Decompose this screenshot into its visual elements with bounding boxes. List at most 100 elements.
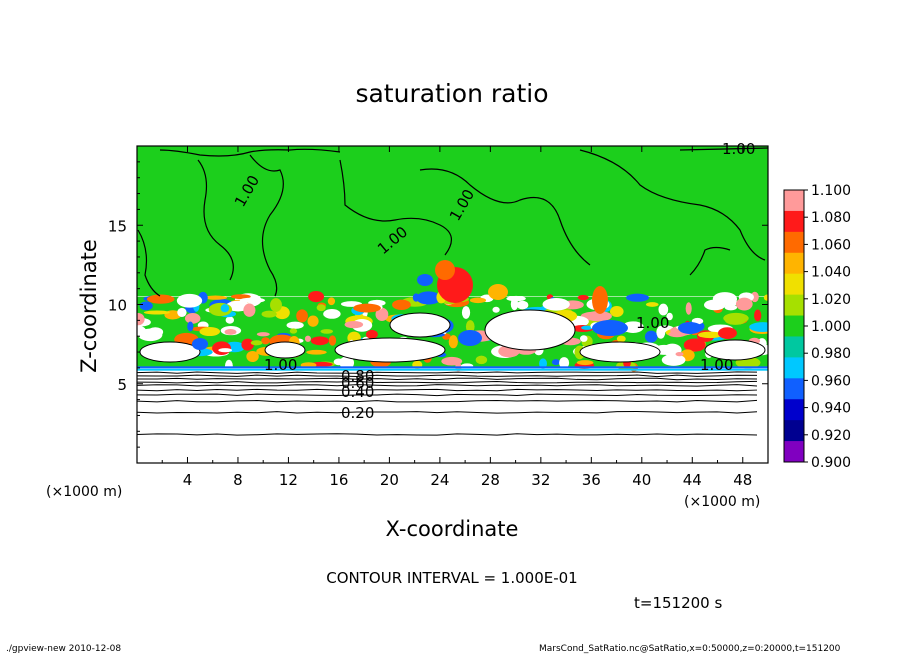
cloud-blob bbox=[703, 299, 726, 311]
cloud-blob bbox=[475, 355, 488, 365]
cloud-blob bbox=[516, 300, 529, 310]
cloud-blob bbox=[137, 312, 145, 326]
cloud-blob bbox=[666, 312, 673, 321]
contour-line bbox=[137, 380, 758, 384]
cloud-blob bbox=[224, 329, 237, 335]
contour-line bbox=[137, 229, 161, 297]
cloud-blob bbox=[304, 335, 311, 342]
x-tick-label: 12 bbox=[279, 471, 298, 489]
cloud-blob bbox=[724, 304, 738, 311]
y-axis: 5 10 15 bbox=[108, 161, 768, 448]
contour-line bbox=[339, 159, 452, 256]
cloud-blob bbox=[644, 330, 658, 343]
footer-right: MarsCond_SatRatio.nc@SatRatio,x=0:50000,… bbox=[539, 644, 841, 654]
contour-label: 0.20 bbox=[341, 404, 374, 422]
cloud-blob bbox=[307, 315, 319, 327]
colorbar-swatch bbox=[784, 231, 804, 254]
cloud-blob bbox=[261, 310, 277, 318]
footer-left: ./gpview-new 2010-12-08 bbox=[6, 644, 121, 654]
contour-label: 1.00 bbox=[722, 140, 755, 158]
cloud-blob bbox=[328, 335, 337, 346]
colorbar-label: 0.900 bbox=[811, 455, 851, 471]
cloud-blob bbox=[310, 336, 329, 346]
colorbar bbox=[784, 190, 804, 463]
cloud-blob bbox=[542, 298, 570, 311]
cloud-blob bbox=[749, 322, 768, 332]
contour-label: 0.80 bbox=[341, 367, 374, 385]
colorbar-label: 0.920 bbox=[811, 428, 851, 444]
cloud-blob bbox=[488, 284, 508, 300]
cloud-blob bbox=[230, 294, 251, 300]
x-tick-label: 16 bbox=[329, 471, 348, 489]
x-axis-unit-right: (×1000 m) bbox=[684, 494, 760, 510]
x-axis-unit-left: (×1000 m) bbox=[46, 484, 122, 500]
cloud-blob bbox=[539, 358, 548, 369]
contour-line bbox=[137, 388, 758, 392]
cloud-blob bbox=[139, 301, 153, 311]
cloud-layer bbox=[137, 260, 768, 373]
contour-line bbox=[137, 410, 758, 414]
colorbar-label: 1.060 bbox=[811, 237, 851, 253]
contour-line bbox=[689, 246, 731, 276]
cloud-blob bbox=[577, 294, 589, 301]
x-axis-label: X-coordinate bbox=[386, 517, 519, 541]
cloud-blob bbox=[212, 341, 232, 356]
colorbar-swatch bbox=[784, 294, 804, 317]
cloud-blob bbox=[344, 320, 364, 329]
cloud-blob bbox=[559, 357, 570, 369]
cloud-blob bbox=[286, 321, 304, 329]
cloud-blob bbox=[261, 337, 270, 345]
contour-lines bbox=[137, 147, 768, 297]
y-tick-label: 15 bbox=[108, 217, 127, 235]
cloud-blob bbox=[412, 293, 420, 302]
colorbar-swatch bbox=[784, 252, 804, 275]
colorbar-swatch bbox=[784, 399, 804, 421]
contour-line bbox=[159, 148, 341, 157]
cloud-blob bbox=[417, 274, 433, 286]
cloud-blob bbox=[469, 297, 487, 304]
x-tick-label: 44 bbox=[683, 471, 702, 489]
x-tick-label: 48 bbox=[733, 471, 752, 489]
colorbar-label: 1.040 bbox=[811, 265, 851, 281]
cloud-blob bbox=[334, 337, 446, 363]
cloud-blob bbox=[576, 360, 594, 366]
cloud-blob bbox=[724, 315, 747, 325]
cloud-blob bbox=[203, 295, 228, 300]
contour-line bbox=[579, 149, 766, 261]
cloud-blob bbox=[704, 339, 766, 361]
cloud-blob bbox=[484, 309, 576, 351]
colorbar-label: 1.080 bbox=[811, 210, 851, 226]
x-tick-label: 20 bbox=[380, 471, 399, 489]
cloud-blob bbox=[296, 309, 308, 323]
cloud-blob bbox=[199, 326, 221, 337]
colorbar-swatch bbox=[784, 210, 804, 233]
cloud-blob bbox=[492, 306, 500, 313]
cloud-blob bbox=[551, 359, 561, 366]
cloud-blob bbox=[461, 306, 471, 319]
x-tick-label: 4 bbox=[183, 471, 193, 489]
plot-area bbox=[137, 146, 768, 463]
contour-line bbox=[137, 399, 758, 403]
cloud-blob bbox=[353, 303, 381, 313]
cloud-blob bbox=[241, 338, 254, 351]
contour-line bbox=[679, 147, 768, 151]
cloud-blob bbox=[581, 325, 593, 330]
contour-interval: CONTOUR INTERVAL = 1.000E-01 bbox=[326, 569, 577, 587]
cloud-blob bbox=[375, 307, 389, 321]
cloud-blob bbox=[465, 320, 475, 334]
x-tick-label: 36 bbox=[582, 471, 601, 489]
contour-line bbox=[137, 374, 758, 378]
x-tick-label: 24 bbox=[430, 471, 449, 489]
contour-line bbox=[137, 393, 758, 397]
cloud-blob bbox=[239, 297, 266, 303]
cloud-base bbox=[137, 368, 768, 371]
cloud-blob bbox=[580, 311, 609, 321]
cloud-blob bbox=[139, 341, 201, 363]
cloud-blob bbox=[243, 303, 256, 317]
colorbar-swatch bbox=[784, 315, 804, 337]
x-tick-label: 32 bbox=[531, 471, 550, 489]
cloud-blob bbox=[697, 331, 723, 339]
cloud-blob bbox=[735, 297, 753, 311]
cloud-blob bbox=[289, 328, 298, 334]
